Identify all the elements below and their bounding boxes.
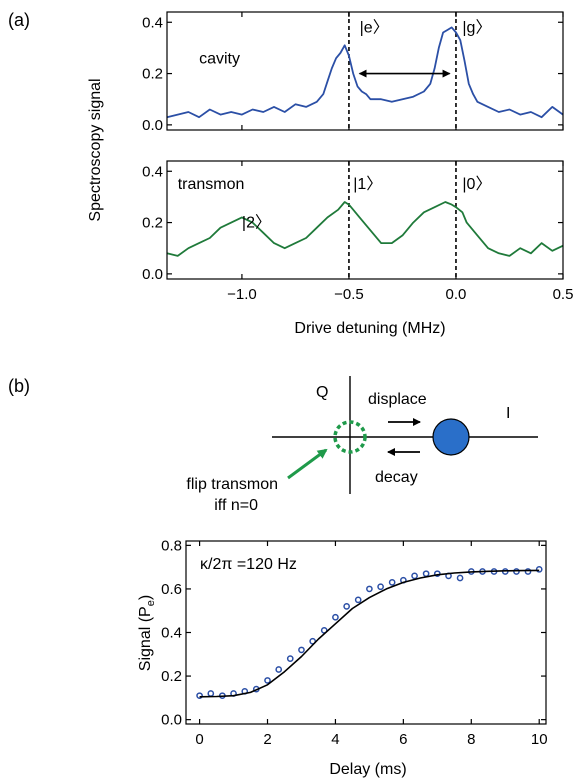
plot-frame	[166, 160, 564, 280]
y-tick-label: 0.4	[142, 14, 163, 31]
x-tick-label: 8	[467, 731, 475, 748]
data-point	[332, 613, 339, 621]
x-tick-label: 0.0	[446, 286, 467, 303]
y-tick-label: 0.6	[161, 581, 182, 598]
spectrum-line	[166, 26, 564, 119]
x-tick-label: 0	[195, 731, 203, 748]
coherent-state-circle	[432, 418, 470, 456]
data-point	[196, 692, 203, 700]
annotation-label: |2〉	[242, 215, 271, 232]
data-point	[456, 574, 464, 582]
data-point	[513, 568, 520, 575]
y-tick-label: 0.2	[161, 668, 182, 685]
data-point	[286, 655, 294, 662]
annotation-label: cavity	[199, 50, 240, 67]
q-axis-label: Q	[316, 384, 328, 401]
data-point	[207, 690, 215, 697]
x-tick-label: 10	[531, 731, 548, 748]
data-point	[377, 583, 384, 591]
data-point	[275, 666, 283, 673]
annotation-label: transmon	[178, 176, 245, 193]
x-tick-label: −1.0	[227, 286, 257, 303]
y-tick-label: 0.4	[142, 163, 163, 180]
data-point	[298, 646, 305, 654]
panel-label-b: (b)	[8, 376, 30, 396]
phase-space-diagram: Q I displace decay flip transmon iff n=0	[186, 376, 538, 514]
flip-label-line1: flip transmon	[186, 476, 278, 493]
data-point	[535, 565, 543, 573]
transmon-spectrum-plot: 0.0 0.2 0.4 −1.0 −0.5 0.0 0.5 transmon |2〉 |1〉 |0〉	[142, 160, 574, 303]
x-tick-label: 2	[263, 731, 271, 748]
data-point	[411, 572, 418, 580]
data-point	[433, 570, 441, 578]
signal-ylabel-sub: e	[145, 600, 157, 606]
flip-label-line2: iff n=0	[214, 497, 258, 514]
data-point	[422, 570, 430, 578]
y-tick-label: 0.0	[142, 117, 163, 134]
signal-ylabel-main: Signal (P	[137, 606, 154, 671]
displace-label: displace	[368, 391, 427, 408]
cavity-spectrum-plot: 0.0 0.2 0.4 cavity |e〉 |g〉	[142, 11, 564, 134]
flip-arrow	[287, 448, 328, 480]
annotation-label: |g〉	[462, 20, 491, 37]
x-tick-label: 4	[331, 731, 339, 748]
signal-ylabel-close: )	[137, 595, 154, 600]
data-point	[354, 596, 362, 604]
annotation-label: |1〉	[353, 176, 382, 193]
vacuum-state-dashed-circle	[333, 420, 367, 454]
x-tick-label: 0.5	[553, 286, 574, 303]
annotation-label: |e〉	[360, 20, 389, 37]
annotation-label: |0〉	[462, 176, 491, 193]
y-tick-label: 0.2	[142, 66, 163, 83]
x-tick-label: −0.5	[334, 286, 364, 303]
data-point	[366, 585, 373, 593]
panel-label-a: (a)	[8, 10, 30, 30]
y-tick-label: 0.2	[142, 215, 163, 232]
data-point	[524, 568, 532, 575]
data-point	[264, 677, 271, 684]
data-point	[343, 603, 350, 610]
spectroscopy-ylabel: Spectroscopy signal	[87, 78, 104, 221]
data-point	[388, 579, 396, 586]
delay-xlabel: Delay (ms)	[329, 761, 406, 778]
decay-rate-label: κ/2π =120 Hz	[200, 556, 297, 573]
fit-curve	[199, 569, 540, 698]
decay-label: decay	[375, 469, 418, 486]
decay-plot: 0.0 0.2 0.4 0.6 0.8 0 2 4 6 8 10 κ/2π =120 Hz	[161, 537, 547, 748]
i-axis-label: I	[506, 405, 510, 422]
detuning-xlabel: Drive detuning (MHz)	[294, 320, 445, 337]
x-tick-label: 6	[399, 731, 407, 748]
y-tick-label: 0.0	[142, 266, 163, 283]
signal-ylabel: Signal (Pe)	[137, 595, 157, 671]
plot-frame	[166, 11, 564, 131]
y-tick-label: 0.4	[161, 625, 182, 642]
spectrum-line	[166, 201, 564, 257]
y-tick-label: 0.8	[161, 537, 182, 554]
y-tick-label: 0.0	[161, 712, 182, 729]
